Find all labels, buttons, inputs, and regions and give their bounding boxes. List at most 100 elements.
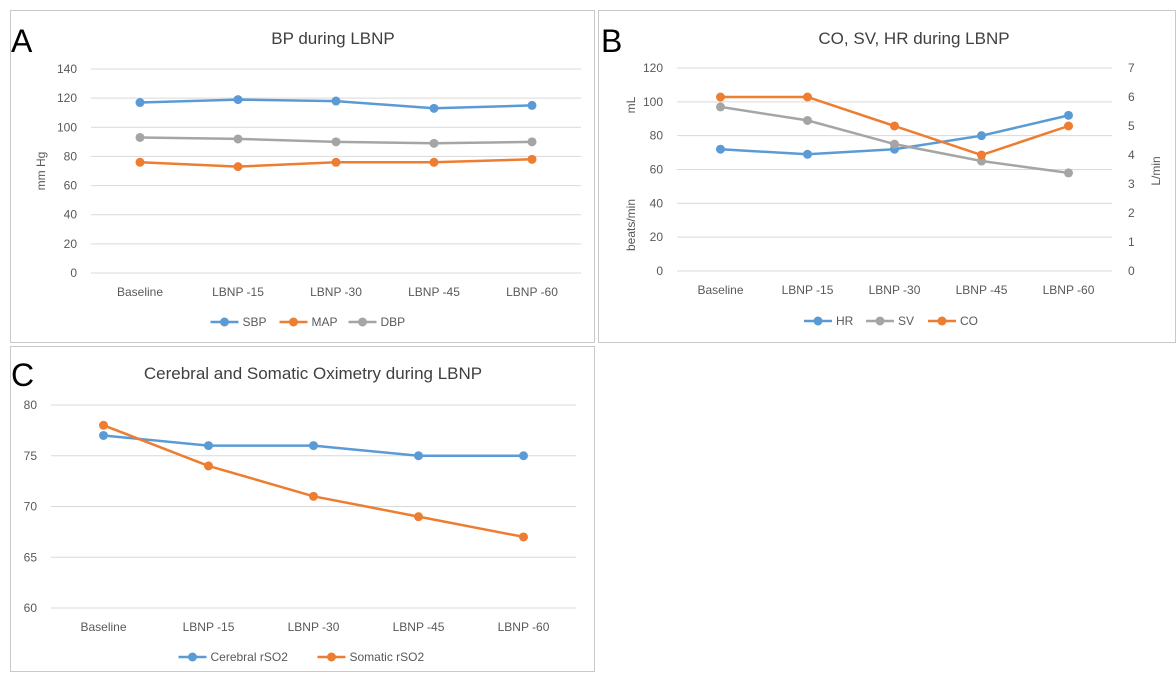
data-point xyxy=(527,100,537,110)
y-tick-label: 65 xyxy=(24,550,38,564)
x-tick-label: LBNP -30 xyxy=(869,283,921,297)
x-tick-label: LBNP -15 xyxy=(183,620,235,634)
chart-title: CO, SV, HR during LBNP xyxy=(818,29,1009,48)
data-point xyxy=(331,137,341,147)
data-point xyxy=(204,441,213,451)
data-point xyxy=(803,115,812,125)
legend-swatch-marker xyxy=(813,316,823,326)
y2-tick-label: 3 xyxy=(1128,177,1135,191)
chart-title: Cerebral and Somatic Oximetry during LBN… xyxy=(144,364,482,383)
data-point xyxy=(233,162,243,172)
legend-label: CO xyxy=(960,314,978,328)
y-tick-label: 120 xyxy=(57,91,77,105)
data-point xyxy=(135,132,145,142)
x-tick-label: LBNP -15 xyxy=(212,285,264,299)
data-point xyxy=(99,420,108,430)
data-point xyxy=(233,134,243,144)
y-tick-label: 100 xyxy=(643,95,663,109)
panel-letter-a: A xyxy=(11,23,33,59)
panel-letter-b: B xyxy=(601,23,623,59)
data-point xyxy=(519,451,528,461)
data-point xyxy=(890,139,899,149)
y-tick-label: 0 xyxy=(656,264,663,278)
y-tick-label: 75 xyxy=(24,449,38,463)
data-point xyxy=(429,138,439,148)
x-tick-label: LBNP -60 xyxy=(498,620,550,634)
y2-tick-label: 1 xyxy=(1128,235,1135,249)
y-tick-label: 40 xyxy=(64,208,78,222)
x-tick-label: LBNP -30 xyxy=(288,620,340,634)
legend-swatch-marker xyxy=(358,317,367,327)
y2-tick-label: 7 xyxy=(1128,61,1135,75)
y-axis-label: beats/min xyxy=(624,199,638,251)
data-point xyxy=(716,144,725,154)
x-tick-label: LBNP -60 xyxy=(1043,283,1095,297)
legend-label: Cerebral rSO2 xyxy=(211,650,289,664)
panel-b: B CO, SV, HR during LBNP 0 20 40 60 80 100 120 0… xyxy=(598,10,1176,343)
y-tick-label: 140 xyxy=(57,62,77,76)
y-tick-label: 100 xyxy=(57,120,77,134)
x-tick-label: LBNP -45 xyxy=(408,285,460,299)
data-point xyxy=(527,154,537,164)
x-tick-label: LBNP -60 xyxy=(506,285,558,299)
panel-a: A BP during LBNP 0 20 40 60 80 100 120 140 Baseli… xyxy=(10,10,595,343)
x-tick-label: LBNP -45 xyxy=(393,620,445,634)
data-point xyxy=(977,131,986,141)
legend-label: SBP xyxy=(243,315,267,329)
legend-label: MAP xyxy=(312,315,338,329)
data-point xyxy=(890,121,899,131)
data-point xyxy=(519,532,528,542)
data-point xyxy=(135,157,145,167)
data-point xyxy=(803,92,812,102)
data-point xyxy=(204,461,213,471)
data-point xyxy=(331,96,341,106)
legend-swatch-marker xyxy=(220,317,229,327)
y-tick-label: 0 xyxy=(70,266,77,280)
y-tick-label: 80 xyxy=(64,149,78,163)
panel-c: C Cerebral and Somatic Oximetry during L… xyxy=(10,346,595,672)
data-point xyxy=(803,149,812,159)
y2-tick-label: 5 xyxy=(1128,119,1135,133)
y-tick-label: 40 xyxy=(650,196,664,210)
data-point xyxy=(527,137,537,147)
data-point xyxy=(135,98,145,108)
chart-a: BP during LBNP 0 20 40 60 80 100 120 140 Baseline… xyxy=(34,29,581,329)
data-point xyxy=(99,430,108,440)
y-axis-label-top: mL xyxy=(624,96,638,113)
chart-b: CO, SV, HR during LBNP 0 20 40 60 80 100 120 0 1 2… xyxy=(624,29,1163,328)
x-tick-label: Baseline xyxy=(117,285,163,299)
y-axis-label: mm Hg xyxy=(34,152,48,191)
data-point xyxy=(414,451,423,461)
y2-axis-label: L/min xyxy=(1149,156,1163,185)
data-point xyxy=(233,95,243,105)
data-point xyxy=(331,157,341,167)
y-tick-label: 80 xyxy=(650,129,664,143)
y-tick-label: 120 xyxy=(643,61,663,75)
legend-label: SV xyxy=(898,314,914,328)
data-point xyxy=(1064,121,1073,131)
data-point xyxy=(309,441,318,451)
y-tick-label: 70 xyxy=(24,500,38,514)
legend-swatch-marker xyxy=(188,652,197,662)
data-point xyxy=(309,491,318,501)
y2-tick-label: 2 xyxy=(1128,206,1135,220)
legend-swatch-marker xyxy=(327,652,336,662)
y2-tick-label: 6 xyxy=(1128,90,1135,104)
x-tick-label: Baseline xyxy=(697,283,743,297)
y2-tick-label: 4 xyxy=(1128,148,1135,162)
legend-label: HR xyxy=(836,314,854,328)
data-point xyxy=(977,150,986,160)
y-tick-label: 80 xyxy=(24,398,38,412)
data-point xyxy=(429,103,439,113)
chart-title: BP during LBNP xyxy=(271,29,394,48)
x-tick-label: LBNP -15 xyxy=(782,283,834,297)
chart-c: Cerebral and Somatic Oximetry during LBN… xyxy=(24,364,576,664)
y-tick-label: 60 xyxy=(650,163,664,177)
panel-letter-c: C xyxy=(11,357,35,393)
y-tick-label: 20 xyxy=(650,230,664,244)
legend-swatch-marker xyxy=(937,316,947,326)
y-tick-label: 60 xyxy=(64,179,78,193)
legend-swatch-marker xyxy=(289,317,298,327)
data-point xyxy=(716,102,725,112)
x-tick-label: LBNP -45 xyxy=(956,283,1008,297)
